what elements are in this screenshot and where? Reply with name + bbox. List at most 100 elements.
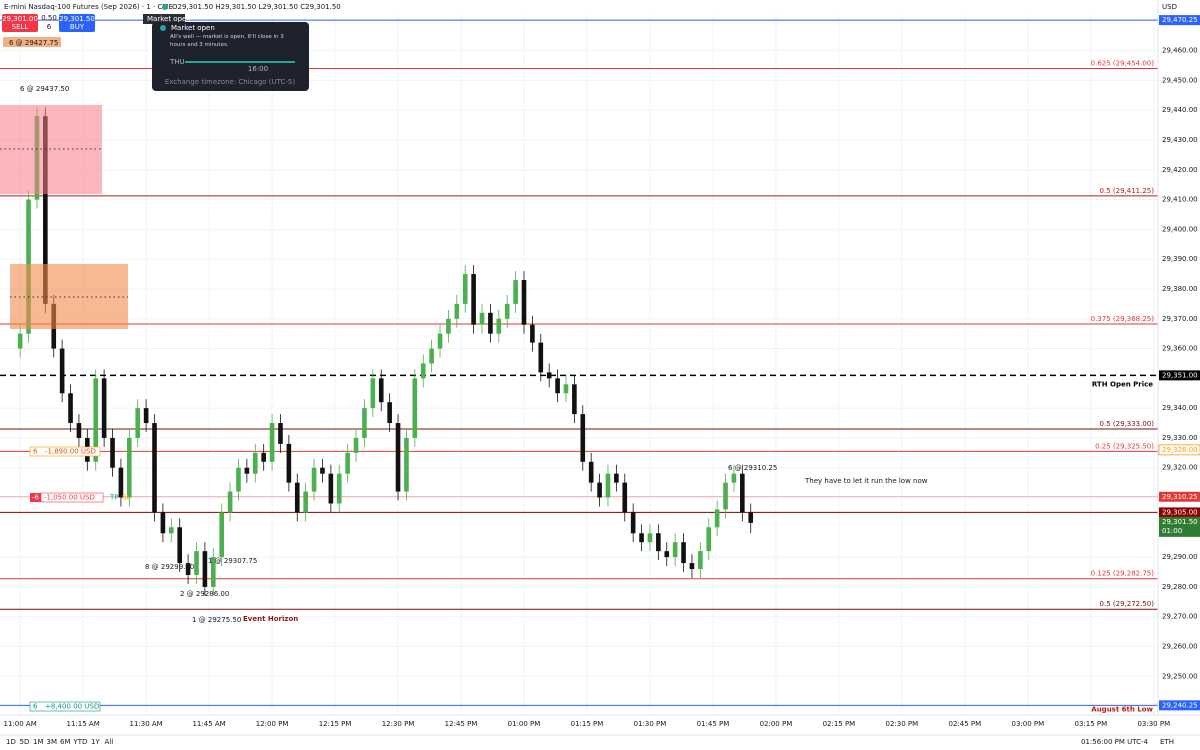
x-tick-label: 11:15 AM <box>67 720 100 728</box>
candle-body <box>143 408 149 424</box>
candle-body <box>698 551 703 570</box>
candle-body <box>404 437 409 492</box>
range-button[interactable]: 1Y <box>91 738 100 746</box>
candle-body <box>664 551 670 558</box>
price-tag-label: 29,351.00 <box>1162 371 1198 379</box>
x-tick-label: 01:15 PM <box>571 720 604 728</box>
y-tick-label: 29,400.00 <box>1162 225 1198 233</box>
candle-body <box>689 563 695 570</box>
price-tag <box>1158 444 1200 456</box>
candle-body <box>93 378 99 462</box>
position-box[interactable] <box>29 701 101 712</box>
x-tick-label: 12:45 PM <box>445 720 478 728</box>
price-tag <box>1159 15 1200 26</box>
candle-body <box>706 527 712 552</box>
candle-body <box>244 467 250 474</box>
y-tick-label: 29,390.00 <box>1162 255 1198 263</box>
price-tag <box>1159 491 1200 502</box>
candle-body <box>345 452 350 474</box>
session-toggle[interactable]: ETH <box>1160 738 1174 746</box>
y-tick-label: 29,250.00 <box>1162 672 1198 680</box>
candle-body <box>446 318 451 334</box>
candle-body <box>412 378 418 438</box>
position-box[interactable] <box>29 446 101 457</box>
position-qty-box[interactable] <box>30 493 41 502</box>
y-tick-label: 29,430.00 <box>1162 136 1198 144</box>
tooltip-timezone: Exchange timezone: Chicago (UTC-5) <box>165 78 295 86</box>
candle-body <box>328 473 334 504</box>
candle-body <box>118 467 124 498</box>
x-tick-label: 11:00 AM <box>4 720 37 728</box>
range-button[interactable]: 6M <box>60 738 71 746</box>
tooltip-tag-text: Market open <box>147 15 191 23</box>
candle-body <box>43 116 48 304</box>
price-tag-label: 29,470.25 <box>1162 16 1198 24</box>
candle-body <box>572 384 577 415</box>
candle-body <box>17 333 23 349</box>
candle-body <box>185 563 191 575</box>
tooltip-day: THU <box>169 58 185 66</box>
y-tick-label: 29,340.00 <box>1162 404 1198 412</box>
candle-body <box>588 461 594 483</box>
last-price-tag <box>1159 516 1200 537</box>
y-tick-label: 29,270.00 <box>1162 613 1198 621</box>
x-tick-label: 11:30 AM <box>129 720 162 728</box>
position-pnl: -1,050.00 USD <box>44 494 95 502</box>
trade-label: 1 @ 29307.75 <box>208 557 257 565</box>
tooltip-time: 16:00 <box>248 65 268 73</box>
candle-body <box>378 378 384 403</box>
annotation: They have to let it run the low now <box>804 477 928 485</box>
line-label: August 6th Low <box>1091 705 1153 713</box>
fib-label: 0.125 (29,282.75) <box>1091 570 1155 578</box>
candle-body <box>748 512 754 523</box>
range-button[interactable]: 3M <box>47 738 58 746</box>
range-button[interactable]: 1D <box>6 738 16 746</box>
candle-body <box>168 527 174 534</box>
buy-button[interactable] <box>59 14 95 32</box>
trade-label: 6 @ 29310.25 <box>728 464 777 472</box>
candle-body <box>135 408 141 438</box>
x-tick-label: 01:00 PM <box>508 720 541 728</box>
sell-label: SELL <box>12 23 29 31</box>
candle-body <box>429 348 434 364</box>
candle-body <box>252 452 258 474</box>
candle-body <box>563 384 569 394</box>
candle-body <box>362 408 367 438</box>
quantity[interactable]: 6 <box>47 23 52 31</box>
position-box[interactable] <box>40 492 104 503</box>
range-button[interactable]: All <box>105 738 114 746</box>
take-profit[interactable]: TP <box>109 494 119 502</box>
candle-body <box>219 512 225 558</box>
candle-body <box>370 378 376 409</box>
candle-body <box>420 363 426 379</box>
symbol-title: E-mini Nasdaq-100 Futures (Sep 2026) · 1… <box>4 3 173 11</box>
candle-body <box>294 482 300 513</box>
position-qty: -6 <box>32 494 40 502</box>
price-tag <box>1159 700 1200 711</box>
range-button[interactable]: YTD <box>73 738 88 746</box>
fib-label: 0.375 (29,368.25) <box>1091 315 1155 323</box>
candle-body <box>504 303 510 319</box>
currency: USD <box>1162 3 1177 11</box>
candle-body <box>513 280 518 304</box>
candle-body <box>177 527 183 564</box>
candle-body <box>210 557 216 587</box>
candle-body <box>723 482 728 510</box>
candle-body <box>320 467 325 474</box>
candle-body <box>555 378 560 394</box>
range-button[interactable]: 1M <box>33 738 44 746</box>
tooltip-title: Market open <box>171 24 215 32</box>
candle-body <box>336 473 342 504</box>
range-button[interactable]: 5D <box>20 738 30 746</box>
status-dot <box>162 4 168 10</box>
sell-button[interactable] <box>2 14 38 32</box>
candle-body <box>303 491 308 513</box>
x-tick-label: 12:30 PM <box>382 720 415 728</box>
stop-loss[interactable]: SL <box>122 494 130 502</box>
price-tag <box>1159 507 1200 518</box>
candle-body <box>353 437 359 453</box>
price-tag-label: 29,310.25 <box>1162 493 1198 501</box>
x-tick-label: 12:15 PM <box>319 720 352 728</box>
sell-price: 29,301.00 <box>2 15 38 23</box>
